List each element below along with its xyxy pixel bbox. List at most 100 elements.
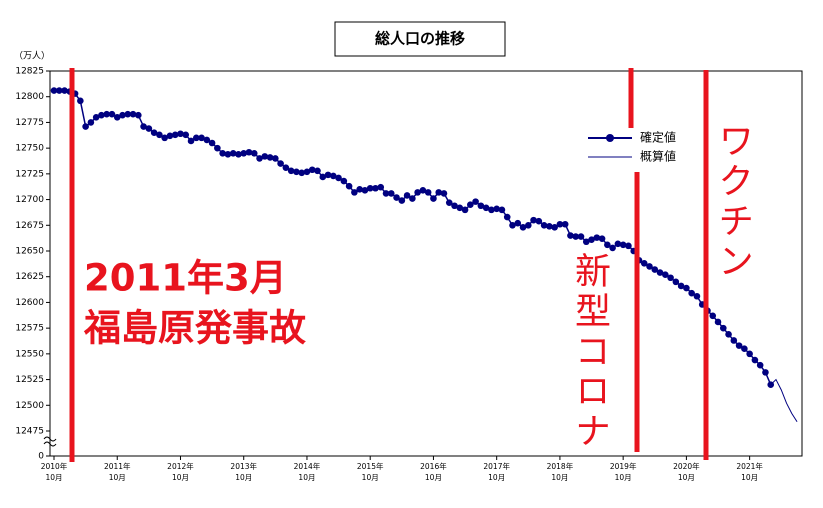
data-point: [140, 123, 147, 130]
data-point: [709, 312, 717, 320]
data-point: [298, 169, 305, 177]
data-point: [756, 361, 764, 369]
y-tick-label: 12650: [15, 247, 44, 257]
y-tick-label: 0: [38, 452, 44, 462]
data-point: [277, 160, 284, 167]
data-point: [582, 238, 590, 246]
series-line: [770, 378, 798, 423]
data-point: [472, 198, 479, 205]
data-point: [762, 369, 769, 376]
data-point: [577, 233, 585, 240]
x-tick-label: 2015年: [357, 461, 384, 471]
data-point: [166, 132, 174, 140]
data-point: [741, 345, 748, 353]
data-point: [414, 189, 421, 196]
data-point: [677, 282, 685, 290]
data-point: [398, 197, 406, 204]
data-point: [266, 154, 274, 161]
x-tick-label: 10月: [298, 473, 315, 482]
data-point: [572, 233, 580, 240]
y-tick-label: 12600: [15, 298, 44, 308]
x-tick-label: 10月: [551, 473, 568, 482]
data-point: [87, 119, 95, 126]
data-point: [340, 177, 348, 185]
legend: 確定値 概算値: [588, 130, 676, 164]
data-point: [198, 134, 205, 142]
data-point: [50, 87, 58, 94]
data-point: [372, 184, 379, 192]
data-point: [503, 213, 511, 221]
plot-frame: [49, 70, 803, 457]
data-point: [567, 232, 574, 239]
data-point: [424, 189, 432, 196]
data-point: [662, 271, 669, 278]
data-point: [735, 342, 743, 349]
data-point: [250, 149, 258, 157]
annotation: ワクチン: [712, 122, 753, 282]
x-tick-label: 10月: [741, 473, 758, 482]
y-tick-label: 12825: [15, 67, 44, 77]
data-point: [556, 220, 564, 228]
y-tick-label: 12800: [15, 92, 44, 102]
data-point: [361, 187, 369, 194]
data-point: [651, 266, 659, 273]
data-point: [192, 134, 200, 142]
x-tick-label: 10月: [615, 473, 632, 482]
data-point: [672, 278, 680, 286]
data-point: [667, 274, 674, 282]
data-point: [124, 110, 132, 118]
data-point: [525, 221, 532, 229]
x-tick-label: 2019年: [610, 461, 637, 471]
data-point: [456, 204, 464, 212]
data-point: [82, 123, 89, 130]
data-point: [219, 149, 226, 157]
data-point: [393, 194, 400, 201]
data-point: [419, 187, 427, 194]
data-point: [477, 202, 485, 210]
data-point: [509, 221, 516, 229]
data-point: [293, 168, 300, 176]
data-point: [725, 331, 732, 338]
data-point: [345, 182, 353, 190]
data-point: [656, 269, 664, 276]
y-tick-label: 12775: [15, 118, 44, 128]
y-tick-label: 12750: [15, 144, 44, 154]
data-point: [640, 260, 648, 267]
data-point: [77, 97, 84, 105]
data-point: [161, 134, 168, 142]
data-point: [540, 221, 548, 229]
data-point: [403, 192, 411, 199]
chart-title: 総人口の推移: [375, 30, 465, 48]
data-point: [356, 185, 363, 193]
data-point: [351, 189, 358, 196]
data-point: [177, 130, 184, 138]
data-point: [377, 183, 385, 191]
data-point: [335, 174, 342, 182]
data-point: [588, 236, 595, 243]
data-point: [108, 110, 116, 118]
x-tick-label: 2020年: [673, 461, 700, 471]
y-tick-label: 12575: [15, 324, 44, 334]
axis-break: [43, 436, 57, 447]
x-tick-label: 2010年: [41, 461, 68, 471]
data-point: [482, 204, 490, 212]
x-tick-label: 10月: [45, 473, 62, 482]
data-point: [182, 131, 190, 139]
x-tick-label: 10月: [109, 473, 126, 482]
data-point: [609, 244, 616, 252]
data-point: [598, 235, 606, 242]
data-point: [187, 137, 195, 145]
data-point: [314, 167, 321, 175]
data-point: [514, 219, 522, 227]
data-point: [546, 223, 553, 230]
data-point: [319, 173, 327, 181]
legend-label: 確定値: [640, 130, 676, 145]
data-point: [445, 199, 453, 206]
data-point: [561, 220, 569, 228]
x-tick-label: 10月: [425, 473, 442, 482]
x-tick-label: 2021年: [736, 461, 763, 471]
data-point: [145, 125, 153, 132]
legend-marker: [606, 134, 614, 142]
data-point: [113, 113, 121, 121]
data-point: [535, 217, 543, 225]
